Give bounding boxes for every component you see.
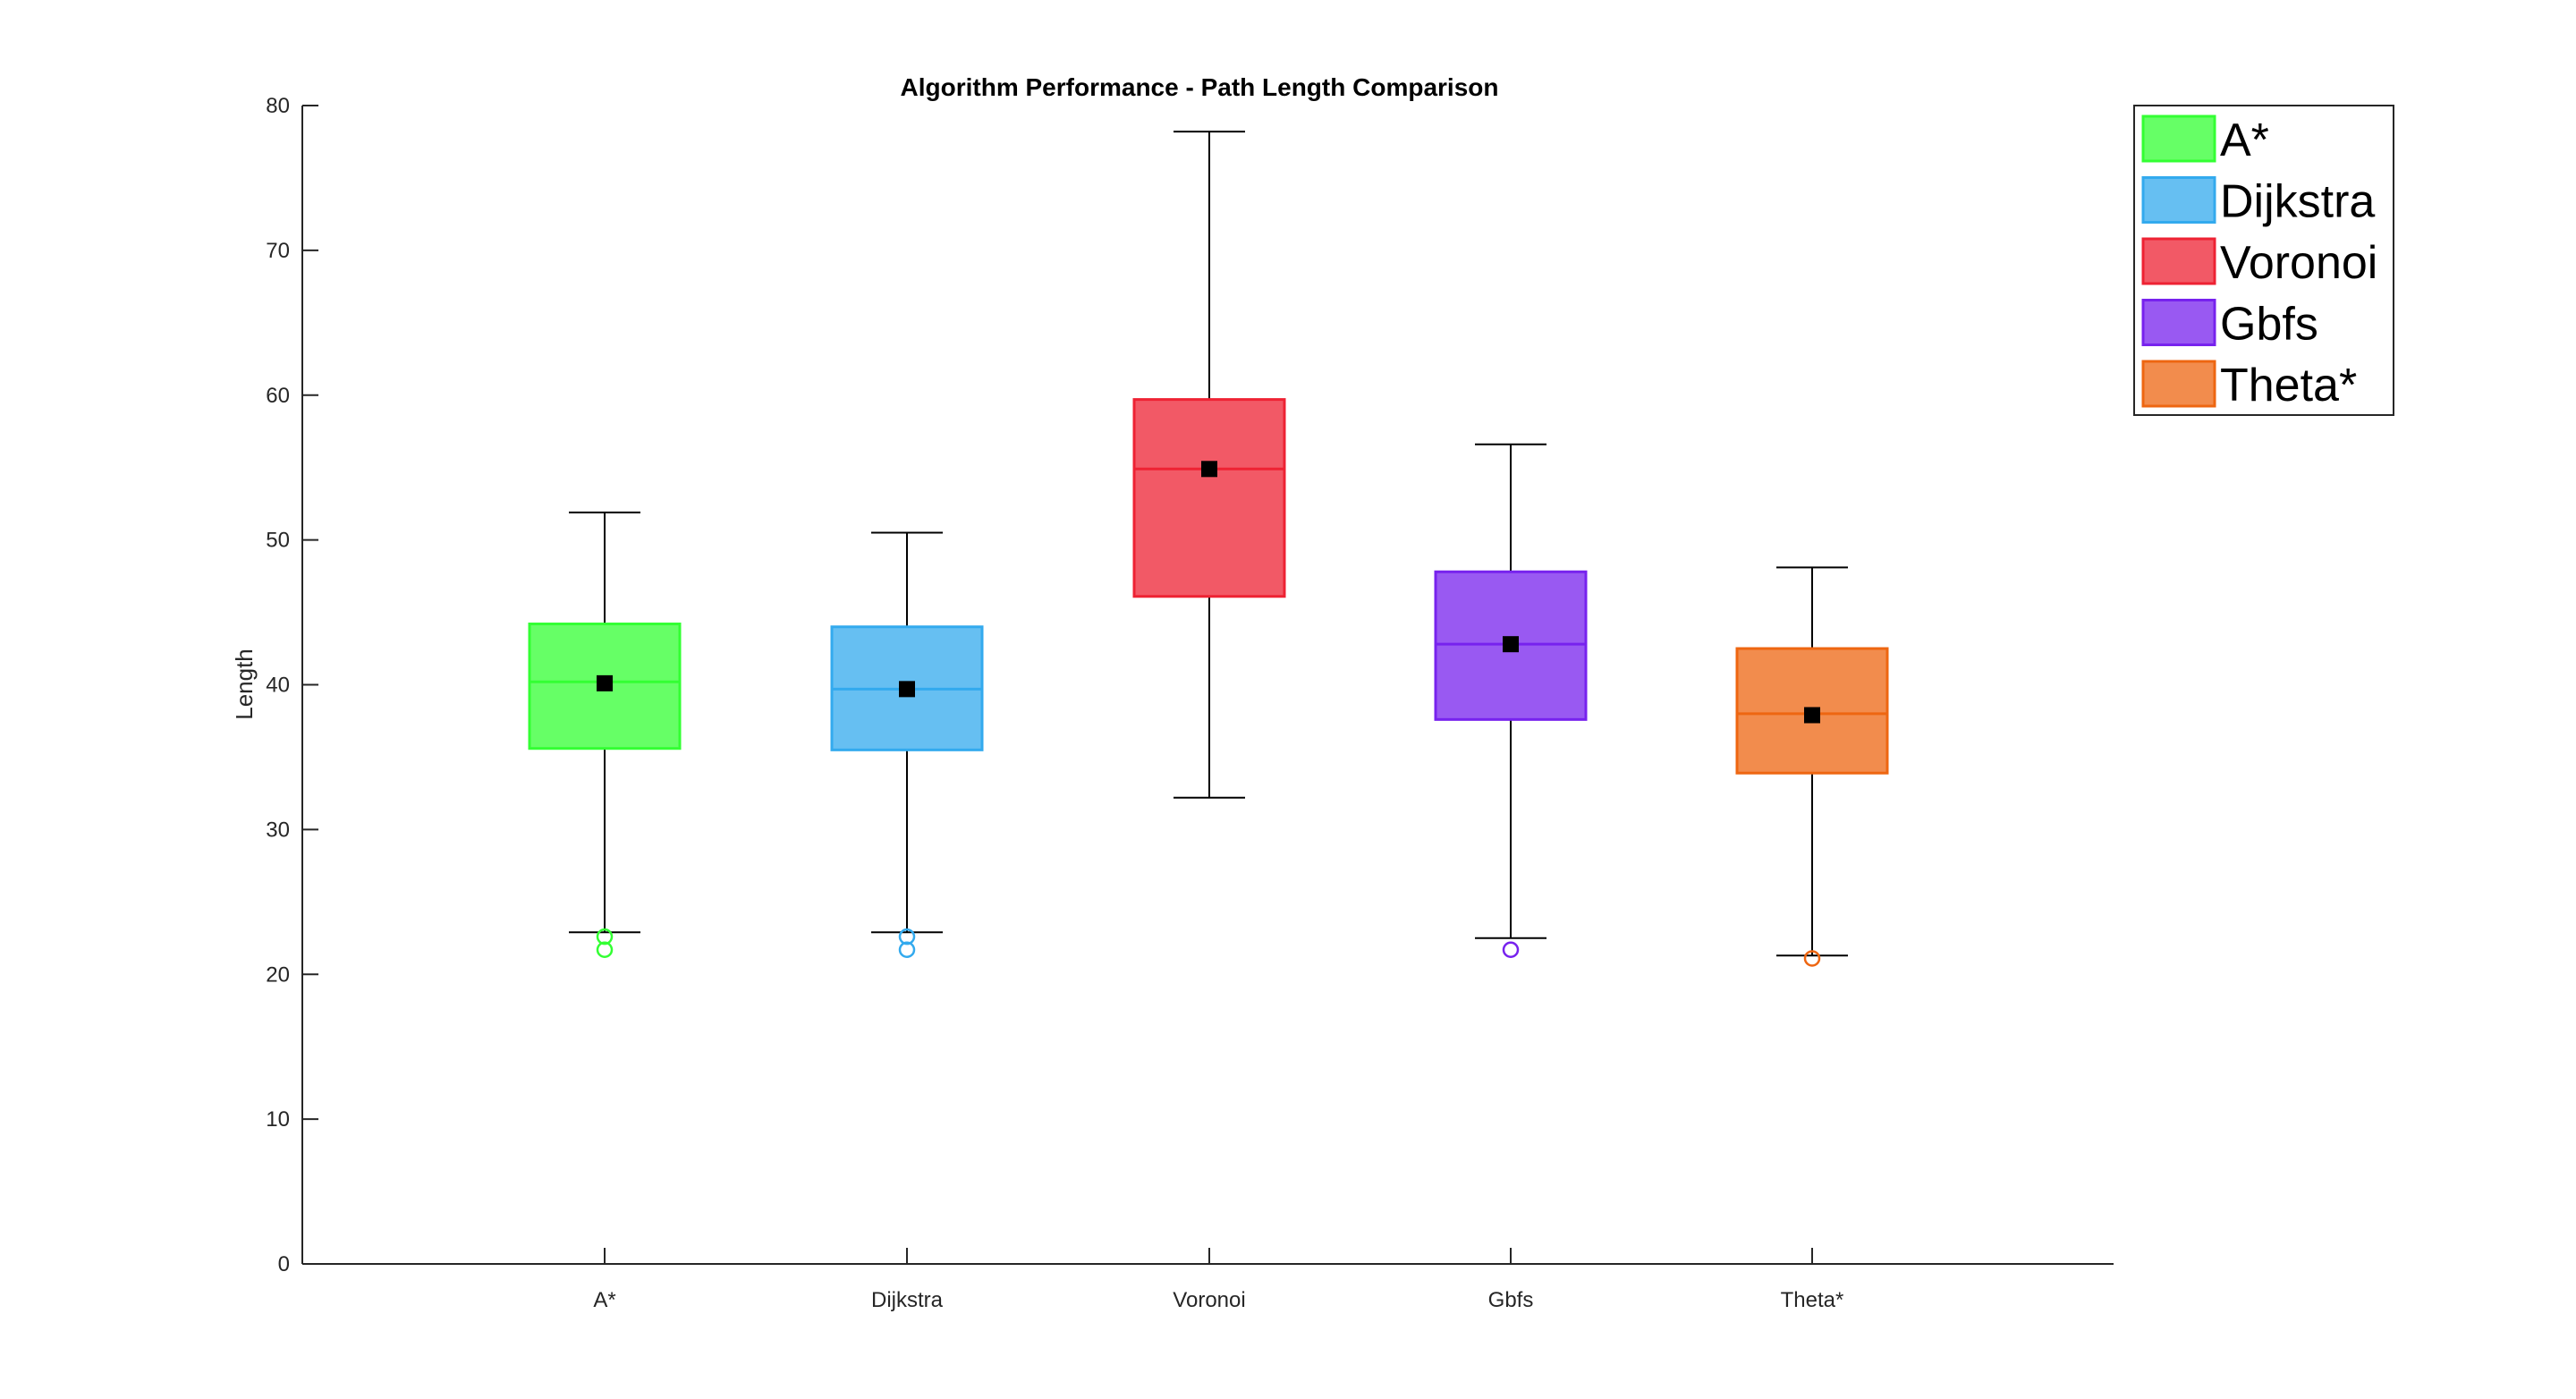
outlier-point: [1502, 941, 1520, 958]
outlier-point: [898, 928, 916, 945]
x-tick-label: Voronoi: [1173, 1288, 1245, 1312]
x-tick-label: Dijkstra: [871, 1288, 944, 1312]
outlier-point: [1803, 950, 1821, 967]
y-tick-label: 70: [266, 239, 290, 263]
legend: A* Dijkstra Voronoi Gbfs Theta*: [2133, 105, 2394, 416]
outlier-point: [898, 941, 916, 958]
y-tick-label: 20: [266, 962, 290, 987]
legend-swatch: [2141, 114, 2216, 163]
mean-marker: [1804, 707, 1820, 724]
x-tick-label: A*: [593, 1288, 615, 1312]
outlier-point: [596, 928, 614, 945]
box-group: [1735, 566, 1889, 967]
y-tick-label: 50: [266, 529, 290, 553]
iqr-box: [528, 623, 682, 750]
box-group: [528, 511, 682, 958]
y-axis-label: Length: [231, 649, 258, 720]
mean-marker: [1503, 636, 1519, 653]
y-tick-label: 10: [266, 1107, 290, 1132]
legend-swatch: [2141, 176, 2216, 224]
box-group: [830, 531, 984, 958]
mean-marker: [597, 674, 613, 691]
y-tick-label: 30: [266, 818, 290, 842]
y-tick-label: 60: [266, 384, 290, 408]
legend-label: A*: [2220, 114, 2269, 166]
axes: 0 10 20 30 40 50 60 70 80 A* Dijkstra Voronoi Gbfs Th…: [266, 94, 2114, 1312]
legend-swatch: [2141, 360, 2216, 408]
legend-swatch: [2141, 237, 2216, 285]
box-group: [1434, 443, 1588, 958]
mean-marker: [1201, 461, 1217, 478]
chart-title: Algorithm Performance - Path Length Comp…: [901, 73, 1499, 101]
y-tick-label: 0: [278, 1252, 290, 1276]
legend-label: Dijkstra: [2220, 176, 2375, 228]
legend-label: Theta*: [2220, 360, 2357, 411]
legend-label: Voronoi: [2220, 237, 2377, 289]
x-tick-label: Theta*: [1781, 1288, 1844, 1312]
box-group: [1132, 131, 1286, 799]
legend-swatch: [2141, 299, 2216, 346]
y-tick-label: 40: [266, 674, 290, 698]
y-tick-label: 80: [266, 94, 290, 118]
legend-label: Gbfs: [2220, 299, 2318, 351]
x-tick-label: Gbfs: [1488, 1288, 1534, 1312]
outlier-point: [596, 941, 614, 958]
iqr-box: [1132, 398, 1286, 598]
mean-marker: [899, 681, 915, 698]
box-series: [528, 131, 1889, 967]
